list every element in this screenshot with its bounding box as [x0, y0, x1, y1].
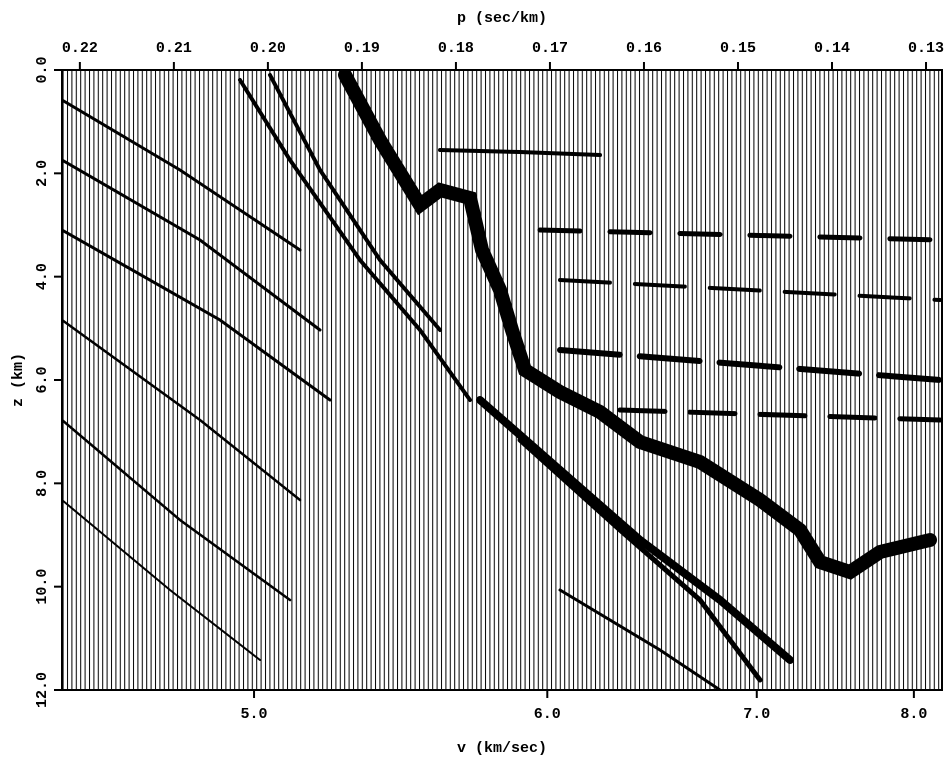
y-axis-label: z (km) — [10, 353, 27, 407]
y-tick-label: 8.0 — [34, 470, 51, 497]
top-tick-label: 0.22 — [62, 40, 98, 57]
y-tick-label: 0.0 — [34, 56, 51, 83]
y-tick-label: 4.0 — [34, 263, 51, 290]
y-tick-label: 12.0 — [34, 672, 51, 708]
top-tick-label: 0.18 — [438, 40, 474, 57]
top-tick-label: 0.14 — [814, 40, 850, 57]
y-tick-label: 10.0 — [34, 569, 51, 605]
y-tick-label: 2.0 — [34, 160, 51, 187]
y-tick-label: 6.0 — [34, 366, 51, 393]
wiggle-traces — [62, 70, 942, 690]
top-tick-label: 0.19 — [344, 40, 380, 57]
x-axis-label: v (km/sec) — [457, 740, 547, 757]
x-tick-label: 8.0 — [900, 706, 927, 723]
x-tick-label: 5.0 — [241, 706, 268, 723]
top-tick-label: 0.16 — [626, 40, 662, 57]
top-tick-label: 0.17 — [532, 40, 568, 57]
x-tick-label: 7.0 — [743, 706, 770, 723]
top-tick-label: 0.15 — [720, 40, 756, 57]
top-axis-label: p (sec/km) — [457, 10, 547, 27]
top-tick-label: 0.20 — [250, 40, 286, 57]
top-tick-label: 0.21 — [156, 40, 192, 57]
top-tick-label: 0.13 — [908, 40, 944, 57]
x-tick-label: 6.0 — [534, 706, 561, 723]
